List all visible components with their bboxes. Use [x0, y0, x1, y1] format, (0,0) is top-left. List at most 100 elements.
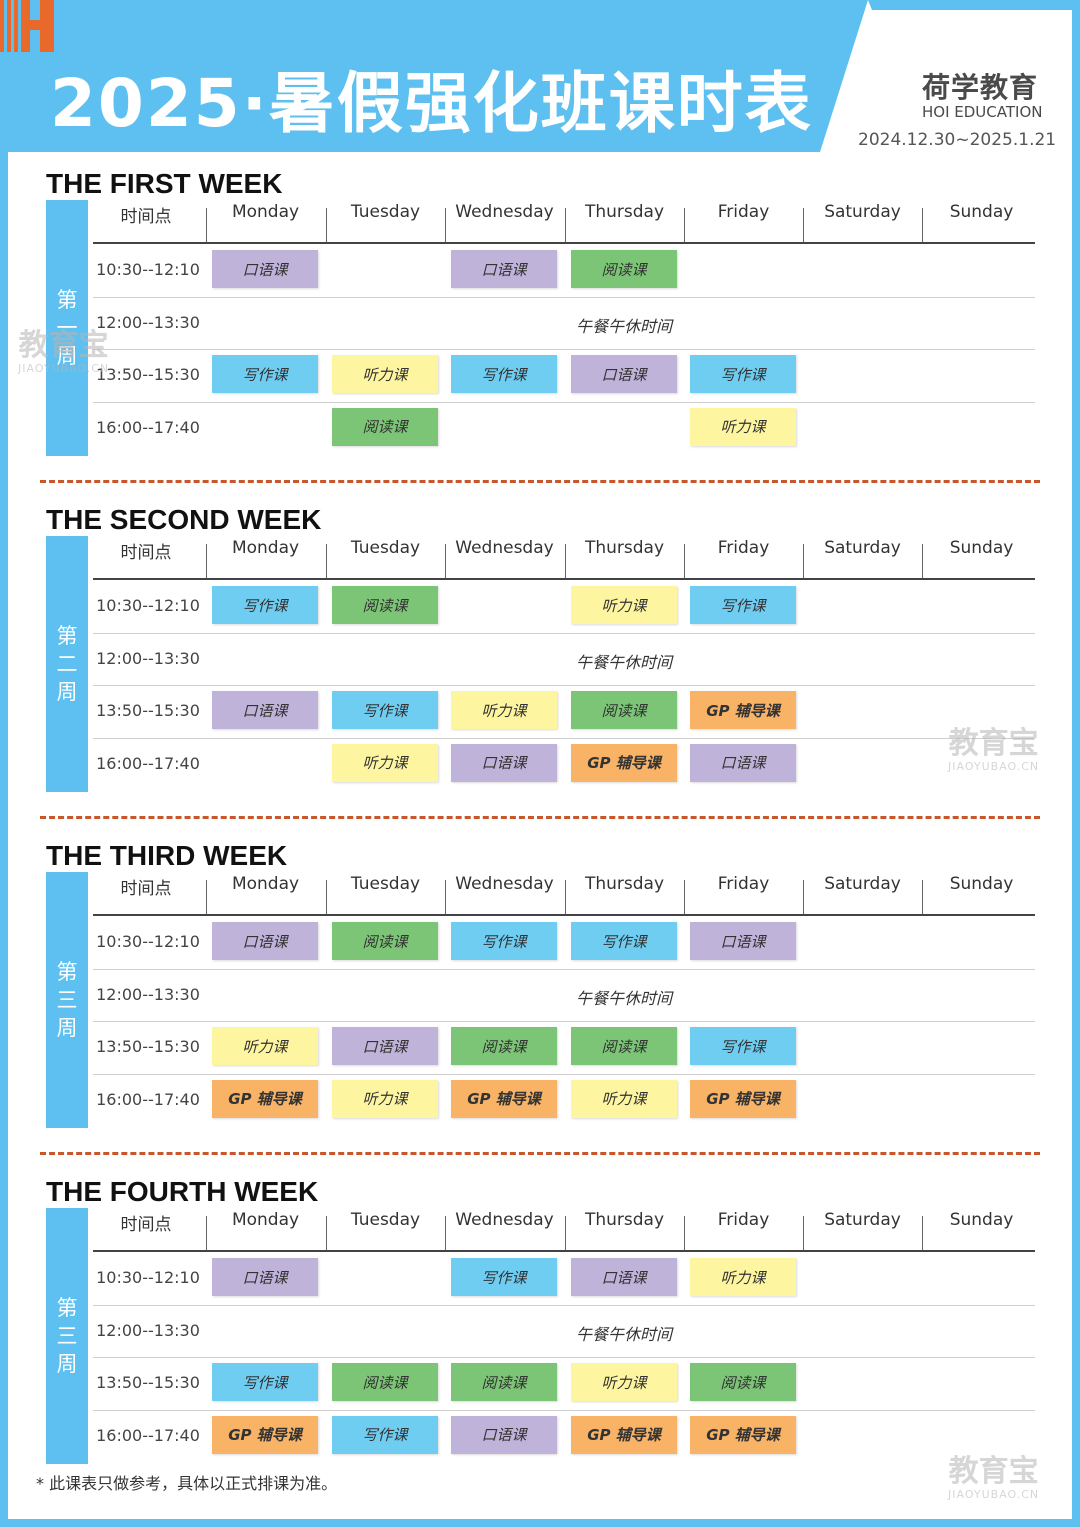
- header-rule: [93, 578, 1035, 580]
- column-separator: [206, 544, 207, 578]
- course-cell: 口语课: [690, 922, 796, 960]
- week-label: 第三周: [46, 872, 88, 1128]
- column-separator: [206, 1216, 207, 1250]
- time-slot: 12:00--13:30: [96, 648, 200, 668]
- row-divider: [93, 1021, 1035, 1022]
- course-cell: 写作课: [690, 1027, 796, 1065]
- header-rule: [93, 1250, 1035, 1252]
- column-header: Wednesday: [455, 538, 554, 558]
- course-cell: 阅读课: [332, 586, 438, 624]
- course-cell: 阅读课: [571, 250, 677, 288]
- column-separator: [684, 208, 685, 242]
- column-separator: [326, 1216, 327, 1250]
- column-header: Tuesday: [350, 1210, 421, 1230]
- column-separator: [922, 1216, 923, 1250]
- lunch-break: 午餐午休时间: [575, 988, 672, 1008]
- week-title: THE SECOND WEEK: [46, 504, 322, 535]
- column-header: Thursday: [584, 538, 665, 558]
- column-header: Tuesday: [350, 202, 421, 222]
- time-slot: 13:50--15:30: [96, 701, 200, 720]
- column-header: Saturday: [824, 202, 901, 222]
- course-cell: 阅读课: [332, 922, 438, 960]
- course-cell: 听力课: [571, 586, 677, 624]
- row-divider: [93, 1304, 1035, 1306]
- time-slot: 13:50--15:30: [96, 365, 200, 384]
- course-cell: 口语课: [212, 691, 318, 729]
- row-divider: [93, 968, 1035, 970]
- date-range: 2024.12.30~2025.1.21: [858, 130, 1057, 150]
- course-cell: GP 辅导课: [212, 1415, 318, 1454]
- course-cell: 口语课: [212, 922, 318, 960]
- column-separator: [206, 208, 207, 242]
- column-header: Friday: [717, 202, 770, 222]
- column-header: Friday: [717, 1210, 770, 1230]
- course-cell: 写作课: [451, 922, 557, 960]
- course-cell: GP 辅导课: [690, 1415, 796, 1454]
- course-cell: 阅读课: [451, 1363, 557, 1401]
- course-cell: GP 辅导课: [690, 1079, 796, 1118]
- week-divider: [40, 480, 1040, 483]
- time-slot: 12:00--13:30: [96, 984, 200, 1004]
- column-separator: [803, 880, 804, 914]
- week-label-char: 三: [56, 988, 78, 1012]
- column-header: Friday: [717, 874, 770, 894]
- column-separator: [803, 544, 804, 578]
- week-divider: [40, 1152, 1040, 1155]
- week-title: THE FOURTH WEEK: [46, 1176, 319, 1207]
- course-cell: 口语课: [332, 1027, 438, 1065]
- column-separator: [326, 880, 327, 914]
- time-slot: 10:30--12:10: [96, 260, 200, 279]
- course-cell: 口语课: [451, 1415, 557, 1454]
- week-label-char: 二: [56, 652, 78, 676]
- column-header: Sunday: [949, 538, 1014, 558]
- course-cell: 口语课: [571, 355, 677, 393]
- time-slot: 16:00--17:40: [96, 417, 200, 437]
- week-label-char: 第: [56, 960, 78, 984]
- column-separator: [445, 1216, 446, 1250]
- course-cell: 听力课: [451, 691, 557, 729]
- week-label: 第二周: [46, 536, 88, 792]
- column-header: Monday: [231, 874, 300, 894]
- row-divider: [93, 401, 1035, 403]
- column-separator: [445, 208, 446, 242]
- course-cell: GP 辅导课: [571, 1415, 677, 1454]
- course-cell: 听力课: [332, 1079, 438, 1118]
- lunch-break: 午餐午休时间: [575, 316, 672, 336]
- column-separator: [922, 208, 923, 242]
- column-separator: [684, 1216, 685, 1250]
- course-cell: GP 辅导课: [212, 1079, 318, 1118]
- week-label: 第一周: [46, 200, 88, 456]
- row-divider: [93, 685, 1035, 686]
- watermark: 教育宝 JIAOYUBAO.CN: [948, 726, 1040, 774]
- header-banner: 2025·暑假强化班课时表 荷学教育 HOI EDUCATION 2024.12…: [0, 0, 1080, 152]
- week-label-char: 第: [56, 1296, 78, 1320]
- course-cell: 写作课: [451, 1258, 557, 1296]
- week-label: 第三周: [46, 1208, 88, 1464]
- column-header: Saturday: [824, 538, 901, 558]
- column-header: 时间点: [120, 207, 172, 227]
- column-separator: [803, 1216, 804, 1250]
- column-header: 时间点: [120, 1215, 172, 1235]
- row-divider: [93, 296, 1035, 298]
- time-slot: 13:50--15:30: [96, 1373, 200, 1392]
- course-cell: 写作课: [332, 691, 438, 729]
- course-cell: 口语课: [212, 250, 318, 288]
- course-cell: 阅读课: [571, 1027, 677, 1065]
- column-separator: [565, 880, 566, 914]
- course-cell: 写作课: [451, 355, 557, 393]
- column-header: Saturday: [824, 874, 901, 894]
- course-cell: 阅读课: [571, 691, 677, 729]
- column-header: Wednesday: [455, 874, 554, 894]
- course-cell: 写作课: [332, 1415, 438, 1454]
- row-divider: [93, 737, 1035, 739]
- watermark: 教育宝 JIAOYUBAO.CN: [18, 328, 110, 376]
- column-header: Monday: [231, 538, 300, 558]
- column-separator: [445, 544, 446, 578]
- course-cell: 听力课: [332, 743, 438, 782]
- course-cell: 阅读课: [690, 1363, 796, 1401]
- time-slot: 12:00--13:30: [96, 312, 200, 332]
- column-separator: [565, 544, 566, 578]
- column-header: Tuesday: [350, 874, 421, 894]
- row-divider: [93, 632, 1035, 634]
- week-label-char: 三: [56, 1324, 78, 1348]
